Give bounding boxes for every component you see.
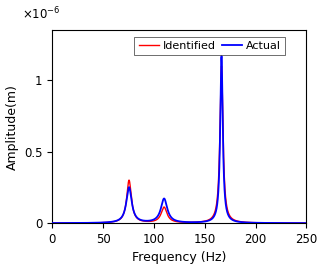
Actual — [201, 220, 204, 223]
Identified — [220, 65, 224, 68]
X-axis label: Frequency (Hz): Frequency (Hz) — [132, 251, 226, 264]
Actual — [239, 220, 243, 224]
Identified — [304, 221, 308, 225]
Actual — [63, 221, 67, 225]
Actual — [252, 221, 256, 224]
Line: Actual: Actual — [52, 56, 306, 223]
Identified — [252, 221, 256, 224]
Identified — [212, 213, 216, 217]
Line: Identified: Identified — [52, 66, 306, 223]
Actual — [142, 219, 146, 222]
Text: $\times10^{-6}$: $\times10^{-6}$ — [22, 6, 60, 23]
Y-axis label: Amplitude(m): Amplitude(m) — [5, 84, 18, 170]
Actual — [220, 54, 224, 58]
Actual — [212, 215, 216, 218]
Identified — [239, 220, 243, 223]
Identified — [201, 220, 204, 223]
Legend: Identified, Actual: Identified, Actual — [134, 36, 286, 55]
Actual — [304, 221, 308, 225]
Identified — [63, 221, 67, 225]
Identified — [142, 220, 146, 223]
Identified — [50, 221, 54, 225]
Actual — [50, 221, 54, 225]
